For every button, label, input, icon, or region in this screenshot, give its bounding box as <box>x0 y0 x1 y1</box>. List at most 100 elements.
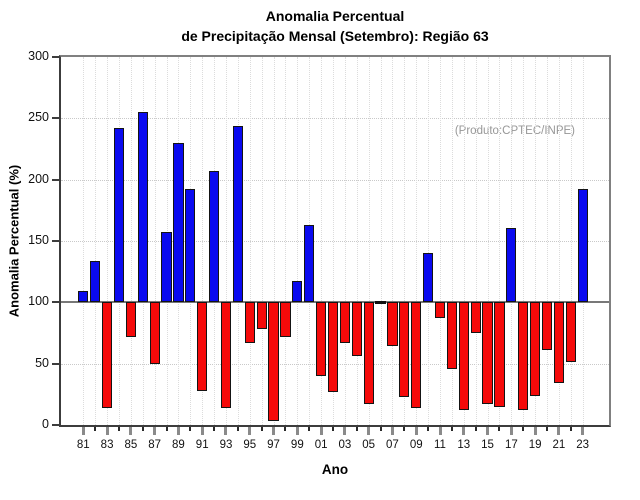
bar-1995 <box>244 302 255 343</box>
bar-1992 <box>208 171 220 303</box>
bar-2005 <box>363 302 374 405</box>
y-tick-100 <box>52 301 59 304</box>
bar-1997 <box>268 302 279 422</box>
v-gridline-1999 <box>297 57 299 425</box>
x-tick-label-2019: 19 <box>528 439 542 451</box>
v-gridline-2007 <box>392 57 394 425</box>
x-tick-label-1981: 81 <box>76 439 90 451</box>
bar-2013 <box>458 302 469 411</box>
bar-2016 <box>494 302 505 407</box>
bar-2022 <box>565 302 576 363</box>
v-gridline-1987 <box>154 57 156 425</box>
v-gridline-2016 <box>499 57 501 425</box>
x-major-tick-1987 <box>153 427 157 435</box>
v-gridline-1983 <box>107 57 109 425</box>
v-gridline-1997 <box>273 57 275 425</box>
y-tick-label-150: 150 <box>28 233 49 247</box>
chart-title: Anomalia Percentual de Precipitação Mens… <box>61 6 609 46</box>
bar-2007 <box>387 302 398 347</box>
x-axis-title: Ano <box>321 462 349 477</box>
v-gridline-1982 <box>95 57 97 425</box>
v-gridline-1996 <box>261 57 263 425</box>
bar-2010 <box>423 253 434 303</box>
x-tick-label-1985: 85 <box>124 439 138 451</box>
x-major-tick-1993 <box>224 427 228 435</box>
x-tick-1988 <box>165 427 168 431</box>
v-gridline-1981 <box>83 57 85 425</box>
x-tick-label-2009: 09 <box>409 439 423 451</box>
x-tick-label-1997: 97 <box>267 439 280 451</box>
x-major-tick-1999 <box>295 427 299 435</box>
v-gridline-1998 <box>285 57 287 425</box>
x-major-tick-2005 <box>367 427 371 435</box>
v-gridline-2008 <box>404 57 406 425</box>
v-gridline-2018 <box>523 57 525 425</box>
x-tick-label-1983: 83 <box>100 439 114 451</box>
bar-1994 <box>232 125 243 303</box>
x-tick-label-2021: 21 <box>552 439 566 451</box>
bar-2000 <box>304 225 315 303</box>
bar-1985 <box>125 302 136 337</box>
x-tick-1986 <box>141 427 144 431</box>
v-gridline-2010 <box>428 57 430 425</box>
x-major-tick-2021 <box>557 427 561 435</box>
x-major-tick-1981 <box>81 427 85 435</box>
x-tick-2014 <box>474 427 477 431</box>
x-major-tick-2001 <box>319 427 323 435</box>
x-tick-label-2005: 05 <box>362 439 376 451</box>
bar-2021 <box>553 302 564 384</box>
x-major-tick-1995 <box>248 427 252 435</box>
x-major-tick-2015 <box>486 427 490 435</box>
chart-title-line2: de Precipitação Mensal (Setembro): Regiã… <box>181 28 489 44</box>
v-gridline-1995 <box>249 57 251 425</box>
x-tick-1992 <box>213 427 216 431</box>
v-gridline-2003 <box>344 57 346 425</box>
x-major-tick-2009 <box>414 427 418 435</box>
y-tick-label-200: 200 <box>28 171 49 186</box>
v-gridline-2005 <box>368 57 370 425</box>
bar-2008 <box>399 302 410 397</box>
y-tick-150 <box>52 240 59 242</box>
x-tick-2022 <box>569 427 572 431</box>
bar-2023 <box>577 189 588 303</box>
x-tick-1998 <box>284 427 287 431</box>
x-tick-2008 <box>403 427 406 431</box>
x-major-tick-2013 <box>462 427 466 435</box>
x-tick-2006 <box>379 427 382 431</box>
y-tick-label-0: 0 <box>42 417 49 431</box>
x-tick-label-1987: 87 <box>148 439 162 451</box>
v-gridline-2020 <box>547 57 549 425</box>
bar-1991 <box>197 302 208 391</box>
y-tick-300 <box>52 56 59 58</box>
x-tick-2012 <box>450 427 453 431</box>
x-tick-1996 <box>260 427 263 431</box>
x-tick-label-1991: 91 <box>195 439 209 451</box>
plot-area: (Produto:CPTEC/INPE) <box>59 55 611 427</box>
v-gridline-2001 <box>321 57 323 425</box>
x-tick-label-2015: 15 <box>481 439 494 451</box>
x-major-tick-2007 <box>390 427 394 435</box>
x-major-tick-2003 <box>343 427 347 435</box>
bar-1989 <box>173 142 184 303</box>
bar-1982 <box>90 260 101 303</box>
x-tick-label-2007: 07 <box>386 439 399 451</box>
x-tick-2000 <box>308 427 311 431</box>
bar-2015 <box>482 302 493 405</box>
x-major-tick-1985 <box>129 427 133 435</box>
x-tick-1990 <box>189 427 192 431</box>
x-tick-label-1989: 89 <box>172 439 185 451</box>
x-major-tick-2017 <box>509 427 513 435</box>
h-gridline-200 <box>61 179 609 181</box>
bar-1988 <box>161 232 172 303</box>
bar-2012 <box>446 302 457 369</box>
v-gridline-2002 <box>333 57 334 425</box>
v-gridline-2013 <box>463 57 465 425</box>
v-gridline-2014 <box>475 57 477 425</box>
y-tick-250 <box>52 117 59 120</box>
h-gridline-250 <box>61 118 609 120</box>
bar-2003 <box>339 302 350 343</box>
h-gridline-150 <box>61 241 609 242</box>
x-tick-label-1995: 95 <box>243 439 257 451</box>
v-gridline-2009 <box>416 57 418 425</box>
bar-1990 <box>185 189 196 303</box>
